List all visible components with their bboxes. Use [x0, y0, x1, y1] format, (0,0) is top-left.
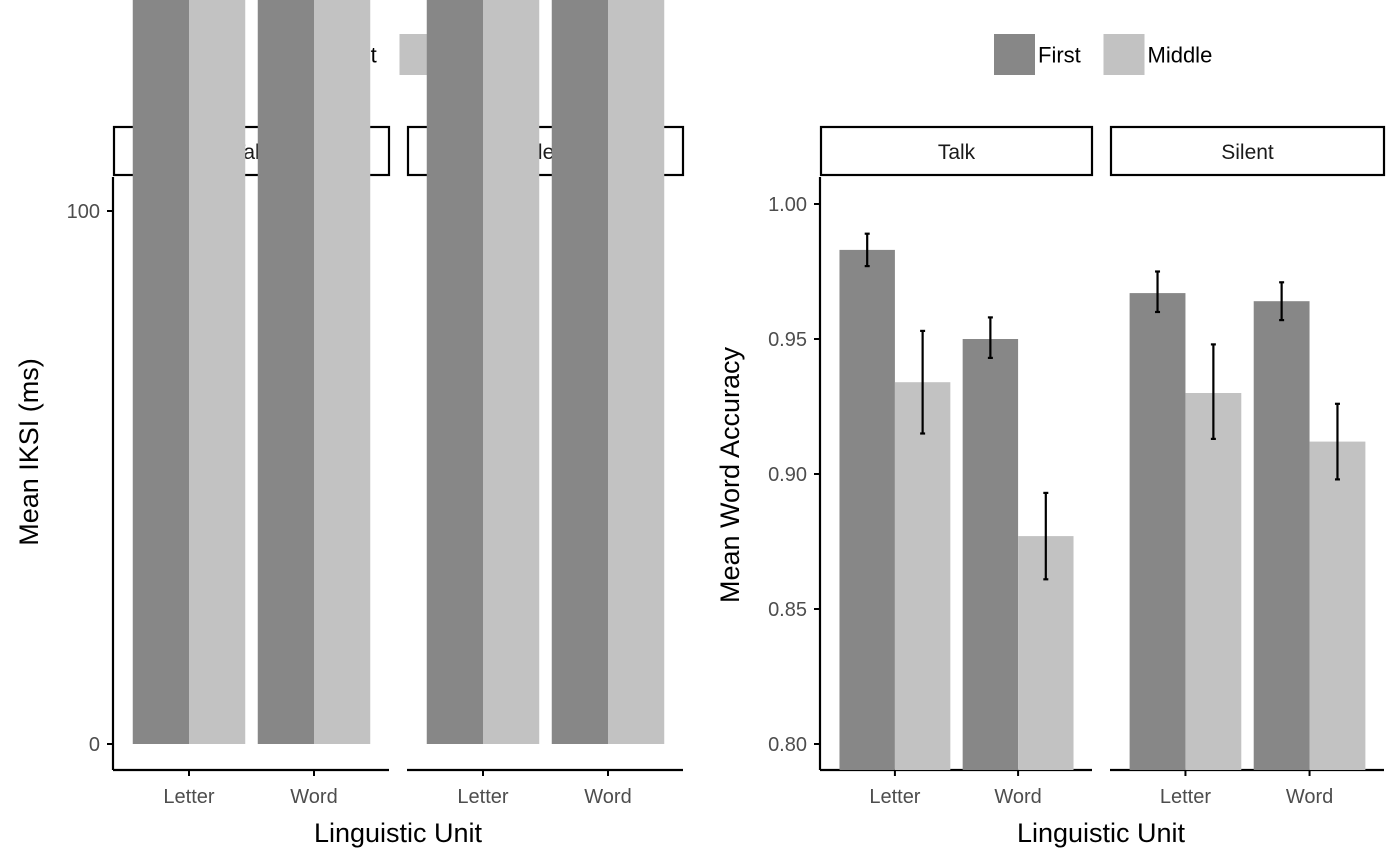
bar-first-word — [962, 339, 1019, 770]
x-tick-label: Word — [290, 786, 337, 808]
facet-strip — [1109, 125, 1386, 177]
y-tick-label: 0.95 — [768, 329, 807, 351]
y-tick-label: 0.90 — [768, 464, 807, 486]
chart-1: FirstMiddle0100200300400500Mean IKSI (ms… — [14, 0, 685, 848]
x-axis-title: Linguistic Unit — [1017, 818, 1186, 848]
bar-first-letter — [1129, 293, 1186, 770]
x-tick-label: Word — [584, 786, 631, 808]
chart-2: First Middle 0.80 0.85 0.90 0.95 1.00 Mean Word… — [715, 34, 1386, 848]
bar-first-letter — [839, 249, 895, 770]
y-axis-title: Mean IKSI (ms) — [14, 358, 44, 546]
x-tick-label: Letter — [1160, 786, 1211, 808]
y-tick-label: 1.00 — [768, 194, 807, 216]
x-tick-label: Word — [1286, 786, 1333, 808]
legend-label: First — [1038, 43, 1081, 68]
facet-strip — [819, 125, 1094, 177]
y-tick-label: 0.80 — [768, 734, 807, 756]
bar-middle-word — [608, 0, 665, 744]
facet-strip-label: Silent — [1221, 141, 1274, 164]
bar-middle-word — [1309, 441, 1366, 770]
legend-key — [1103, 34, 1145, 75]
bar-first-word — [1253, 301, 1310, 770]
y-tick-label: 0.85 — [768, 599, 807, 621]
bar-first-word — [257, 0, 314, 744]
bar-first-letter — [426, 0, 483, 744]
panel-talk: Talk Letter Word — [819, 125, 1094, 808]
bar-first-letter — [132, 0, 189, 744]
facet-strip-label: Talk — [938, 141, 976, 164]
y-tick-label: 0 — [89, 734, 100, 756]
legend-label: Middle — [1148, 43, 1213, 68]
y-axis-title: Mean Word Accuracy — [715, 346, 745, 603]
x-tick-label: Word — [994, 786, 1041, 808]
x-axis-title: Linguistic Unit — [314, 818, 483, 848]
bar-first-word — [551, 0, 608, 744]
bar-middle-letter — [189, 0, 246, 744]
bar-middle-letter — [1185, 393, 1242, 770]
bar-middle-letter — [894, 382, 951, 770]
x-tick-label: Letter — [163, 786, 214, 808]
x-tick-label: Letter — [869, 786, 920, 808]
x-tick-label: Letter — [457, 786, 508, 808]
legend: First Middle — [994, 34, 1212, 75]
bar-middle-letter — [483, 0, 540, 744]
legend-key — [994, 34, 1035, 75]
y-tick-label: 100 — [67, 201, 100, 223]
bar-middle-word — [314, 0, 371, 745]
panel-silent: Silent Letter Word — [1109, 125, 1386, 808]
